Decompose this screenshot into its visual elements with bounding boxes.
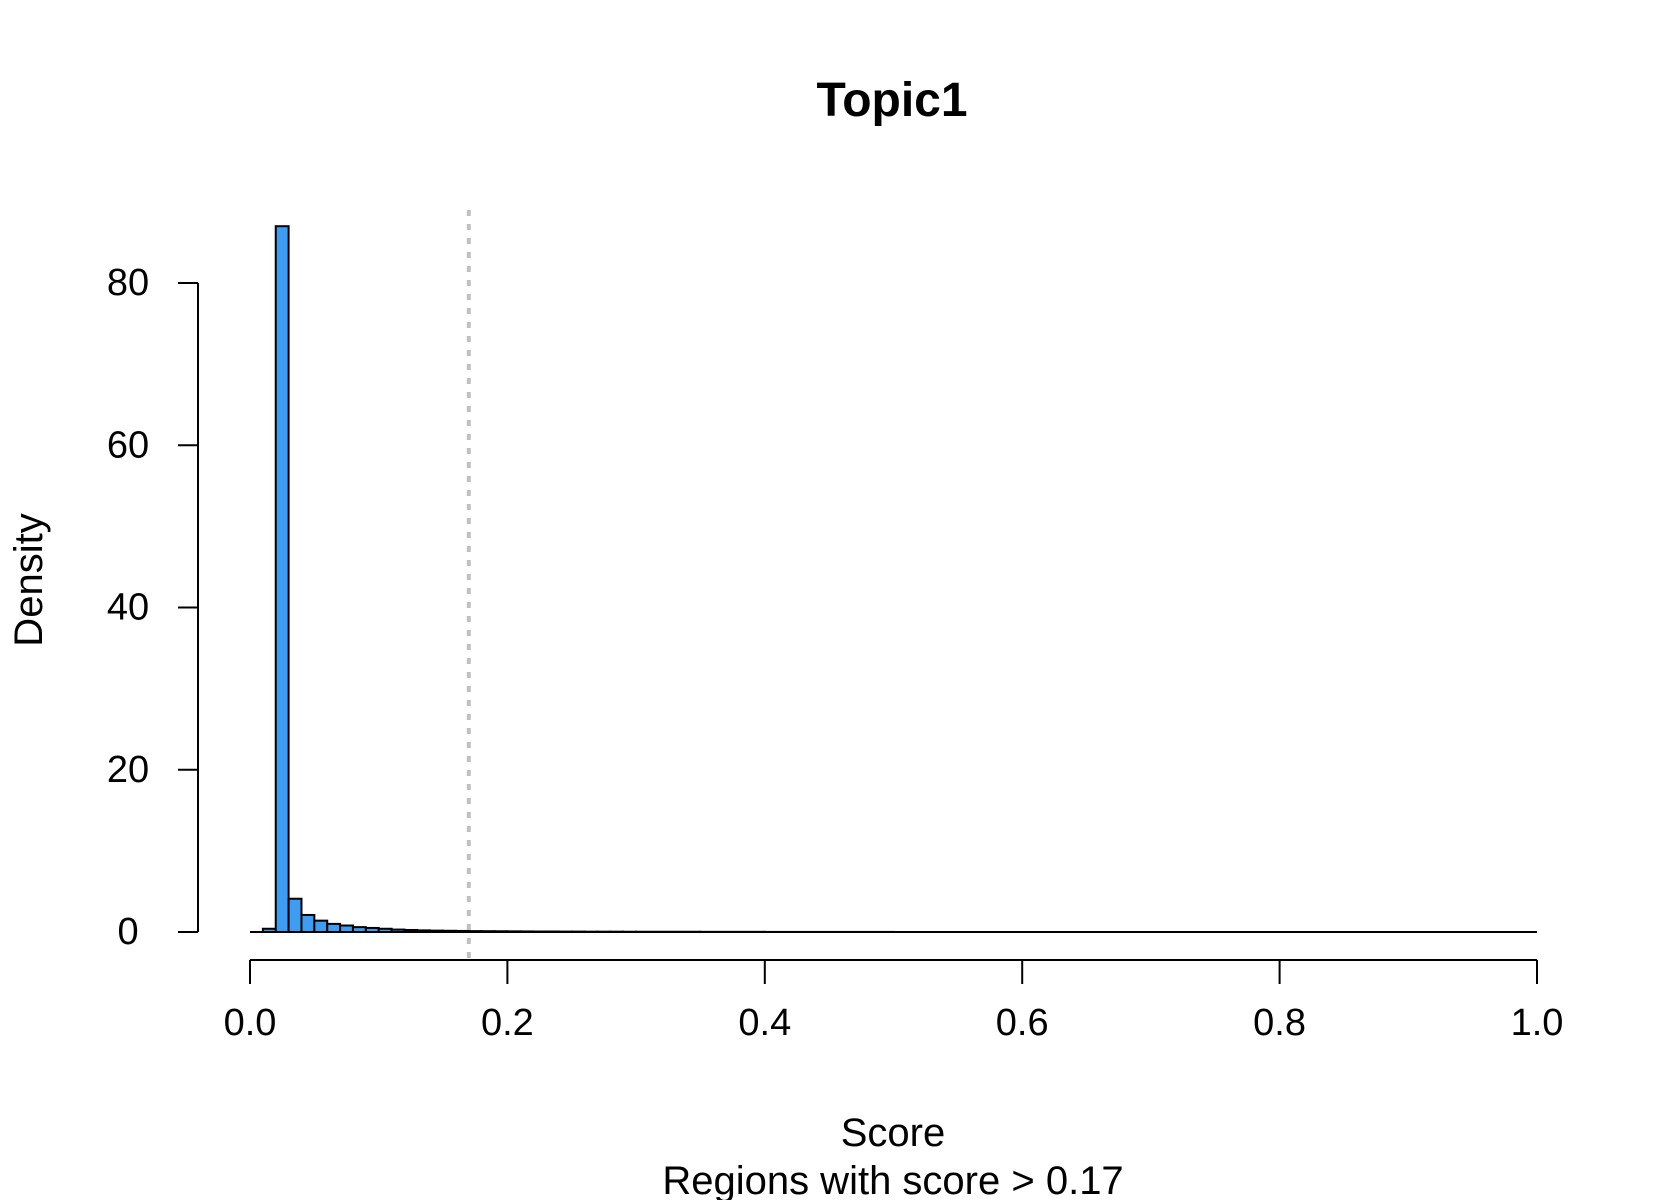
- histogram-bar-5: [326, 922, 342, 934]
- histogram-bar-10: [390, 928, 406, 933]
- x-axis: 0.0 0.2 0.4 0.6 0.8 1.0: [224, 959, 1564, 1044]
- histogram-bar-6: [339, 924, 354, 934]
- histogram-bar-11: [403, 928, 419, 933]
- histogram-bar-3: [300, 913, 316, 933]
- histogram-bar-20: [519, 930, 535, 934]
- histogram-bar-18: [493, 930, 509, 934]
- histogram-bar-4: [313, 919, 329, 934]
- y-tick-label-0: 0: [117, 911, 138, 953]
- histogram-bar-13: [429, 929, 445, 933]
- x-tick-label-4: 0.8: [1253, 1002, 1306, 1044]
- x-axis-label: Score: [841, 1111, 946, 1155]
- histogram-bar-8: [364, 926, 380, 933]
- histogram-bar-9: [377, 927, 393, 934]
- histogram-bar-19: [506, 930, 522, 934]
- histogram-bar-1: [274, 225, 290, 933]
- y-axis-label: Density: [7, 513, 51, 646]
- x-axis-sublabel: Regions with score > 0.17: [662, 1159, 1123, 1200]
- histogram-bar-16: [467, 930, 483, 933]
- chart-title: Topic1: [816, 74, 967, 127]
- histogram-bar-2: [287, 897, 303, 934]
- histogram-bar-7: [351, 926, 367, 934]
- x-tick-label-0: 0.0: [224, 1002, 277, 1044]
- y-tick-label-4: 80: [107, 262, 149, 304]
- x-tick-label-3: 0.6: [996, 1002, 1049, 1044]
- histogram-bar-14: [442, 929, 457, 934]
- bars-group: [250, 225, 1537, 934]
- histogram-bar-0: [261, 927, 277, 934]
- x-tick-label-5: 1.0: [1511, 1002, 1564, 1044]
- y-tick-label-1: 20: [107, 749, 149, 791]
- histogram-bar-17: [480, 930, 496, 933]
- y-axis: 0 20 40 60 80: [107, 262, 199, 953]
- x-tick-label-1: 0.2: [481, 1002, 534, 1044]
- histogram-bar-12: [416, 929, 432, 934]
- y-tick-label-2: 40: [107, 587, 149, 629]
- y-tick-label-3: 60: [107, 424, 149, 466]
- x-tick-label-2: 0.4: [738, 1002, 791, 1044]
- histogram-bar-15: [454, 929, 470, 933]
